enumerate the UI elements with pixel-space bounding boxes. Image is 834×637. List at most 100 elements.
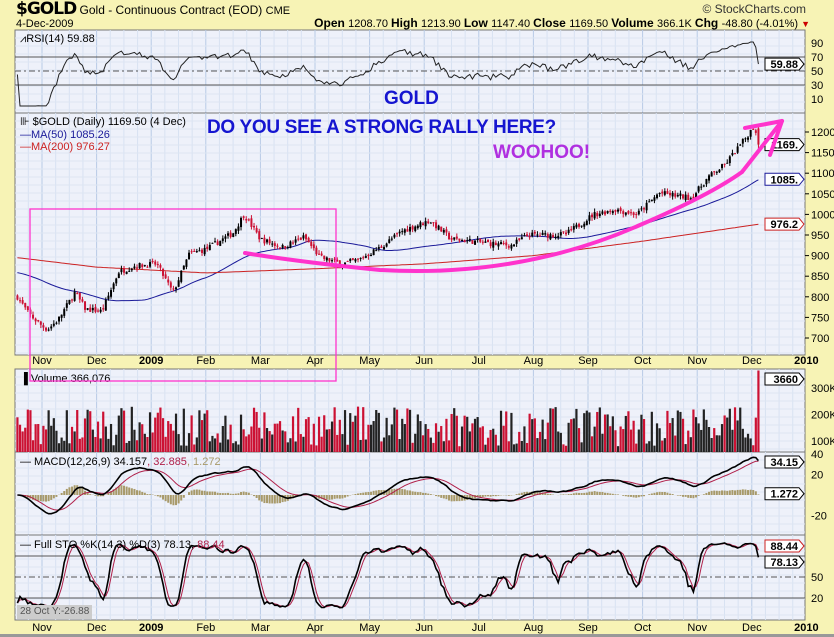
candle-body <box>107 295 110 299</box>
candle-body <box>110 290 113 297</box>
volume-bar <box>333 407 336 452</box>
candle-body <box>476 239 479 241</box>
brand-logo[interactable]: © StockCharts.com <box>702 2 806 16</box>
macd-histogram-bar <box>570 493 573 495</box>
macd-histogram-bar <box>526 491 529 495</box>
macd-histogram-bar <box>403 489 406 495</box>
volume-bar <box>117 415 120 452</box>
macd-histogram-bar <box>32 495 35 500</box>
candle-body <box>172 288 175 290</box>
macd-histogram-bar <box>328 495 331 500</box>
quote-value: 1213.90 <box>421 18 464 30</box>
volume-bar <box>450 413 453 452</box>
candle-body <box>656 194 659 199</box>
volume-bar <box>177 434 180 452</box>
candle-body <box>190 251 193 253</box>
volume-bar <box>245 436 248 452</box>
quote-value: 366.1K <box>657 18 695 30</box>
candle-body <box>138 262 141 269</box>
candle-body <box>19 300 22 302</box>
volume-bar <box>476 417 479 452</box>
volume-bar <box>520 441 523 452</box>
macd-histogram-bar <box>541 492 544 495</box>
volume-bar <box>200 420 204 452</box>
candle-body <box>167 279 170 283</box>
volume-bar <box>349 413 352 452</box>
volume-bar <box>713 428 716 452</box>
volume-bar <box>338 419 341 452</box>
macd-histogram-bar <box>424 492 427 495</box>
volume-bar <box>715 435 718 452</box>
volume-bar <box>328 429 331 452</box>
volume-bar <box>744 437 747 452</box>
volume-bar <box>694 417 698 452</box>
candle-body <box>640 208 643 210</box>
volume-bar <box>596 411 599 452</box>
macd-histogram-bar <box>388 489 391 495</box>
candle-body <box>159 265 162 268</box>
volume-bar <box>284 431 287 452</box>
candle-body <box>513 244 516 247</box>
volume-bar <box>78 438 81 452</box>
volume-bar <box>640 414 643 452</box>
volume-bar <box>89 411 92 452</box>
candle-body <box>32 314 35 319</box>
volume-bar <box>668 423 672 452</box>
macd-histogram-bar <box>219 493 222 495</box>
volume-bar <box>388 435 391 452</box>
candle-body <box>219 240 222 246</box>
macd-histogram-bar <box>583 492 586 495</box>
candle-body <box>406 229 409 232</box>
volume-bar <box>24 427 27 452</box>
macd-histogram-bar <box>232 493 235 495</box>
candle-body <box>546 234 549 238</box>
volume-bar <box>346 444 349 452</box>
candle-body <box>34 318 37 322</box>
volume-bar <box>736 420 739 452</box>
candle-body <box>419 222 422 228</box>
macd-histogram-bar <box>398 488 401 495</box>
volume-bar <box>182 408 185 452</box>
macd-histogram-bar <box>419 492 422 495</box>
volume-bar <box>502 425 505 452</box>
ma50-last-label-tag <box>764 172 805 186</box>
macd-histogram-bar <box>169 495 172 505</box>
volume-bar <box>55 430 58 452</box>
candle-body <box>383 247 386 250</box>
annotation-exclaim: WOOHOO! <box>493 142 591 163</box>
macd-histogram-bar <box>245 492 248 495</box>
volume-bar <box>312 423 315 452</box>
macd-histogram-bar <box>630 495 633 497</box>
candle-body <box>632 212 635 216</box>
macd-last-label-tag <box>764 455 805 469</box>
x-axis-label: 2010 <box>794 622 818 634</box>
sto-k-last-label-tag <box>764 555 805 569</box>
candle-body <box>398 231 401 234</box>
volume-bar <box>726 417 729 452</box>
macd-histogram-bar <box>671 494 674 495</box>
candle-body <box>242 216 245 218</box>
volume-bar <box>497 445 500 452</box>
macd-histogram-bar <box>578 492 581 495</box>
candle-body <box>575 224 578 228</box>
candle-body <box>260 237 263 239</box>
macd-histogram-bar <box>372 490 375 495</box>
volume-bar <box>564 445 568 452</box>
volume-bar <box>68 443 71 452</box>
macd-histogram-bar <box>81 488 84 495</box>
candle-body <box>739 144 742 146</box>
volume-bar <box>65 410 68 452</box>
candle-body <box>666 191 669 194</box>
candle-body <box>749 129 752 137</box>
volume-bar <box>746 433 750 452</box>
candle-body <box>117 273 120 278</box>
macd-histogram-bar <box>747 490 750 495</box>
candle-body <box>297 238 300 240</box>
candle-body <box>541 232 544 236</box>
x-axis-label: Sep <box>578 622 598 634</box>
volume-bar <box>211 435 214 452</box>
candle-body <box>518 238 521 240</box>
macd-histogram-bar <box>591 491 594 495</box>
volume-bar <box>320 436 323 452</box>
